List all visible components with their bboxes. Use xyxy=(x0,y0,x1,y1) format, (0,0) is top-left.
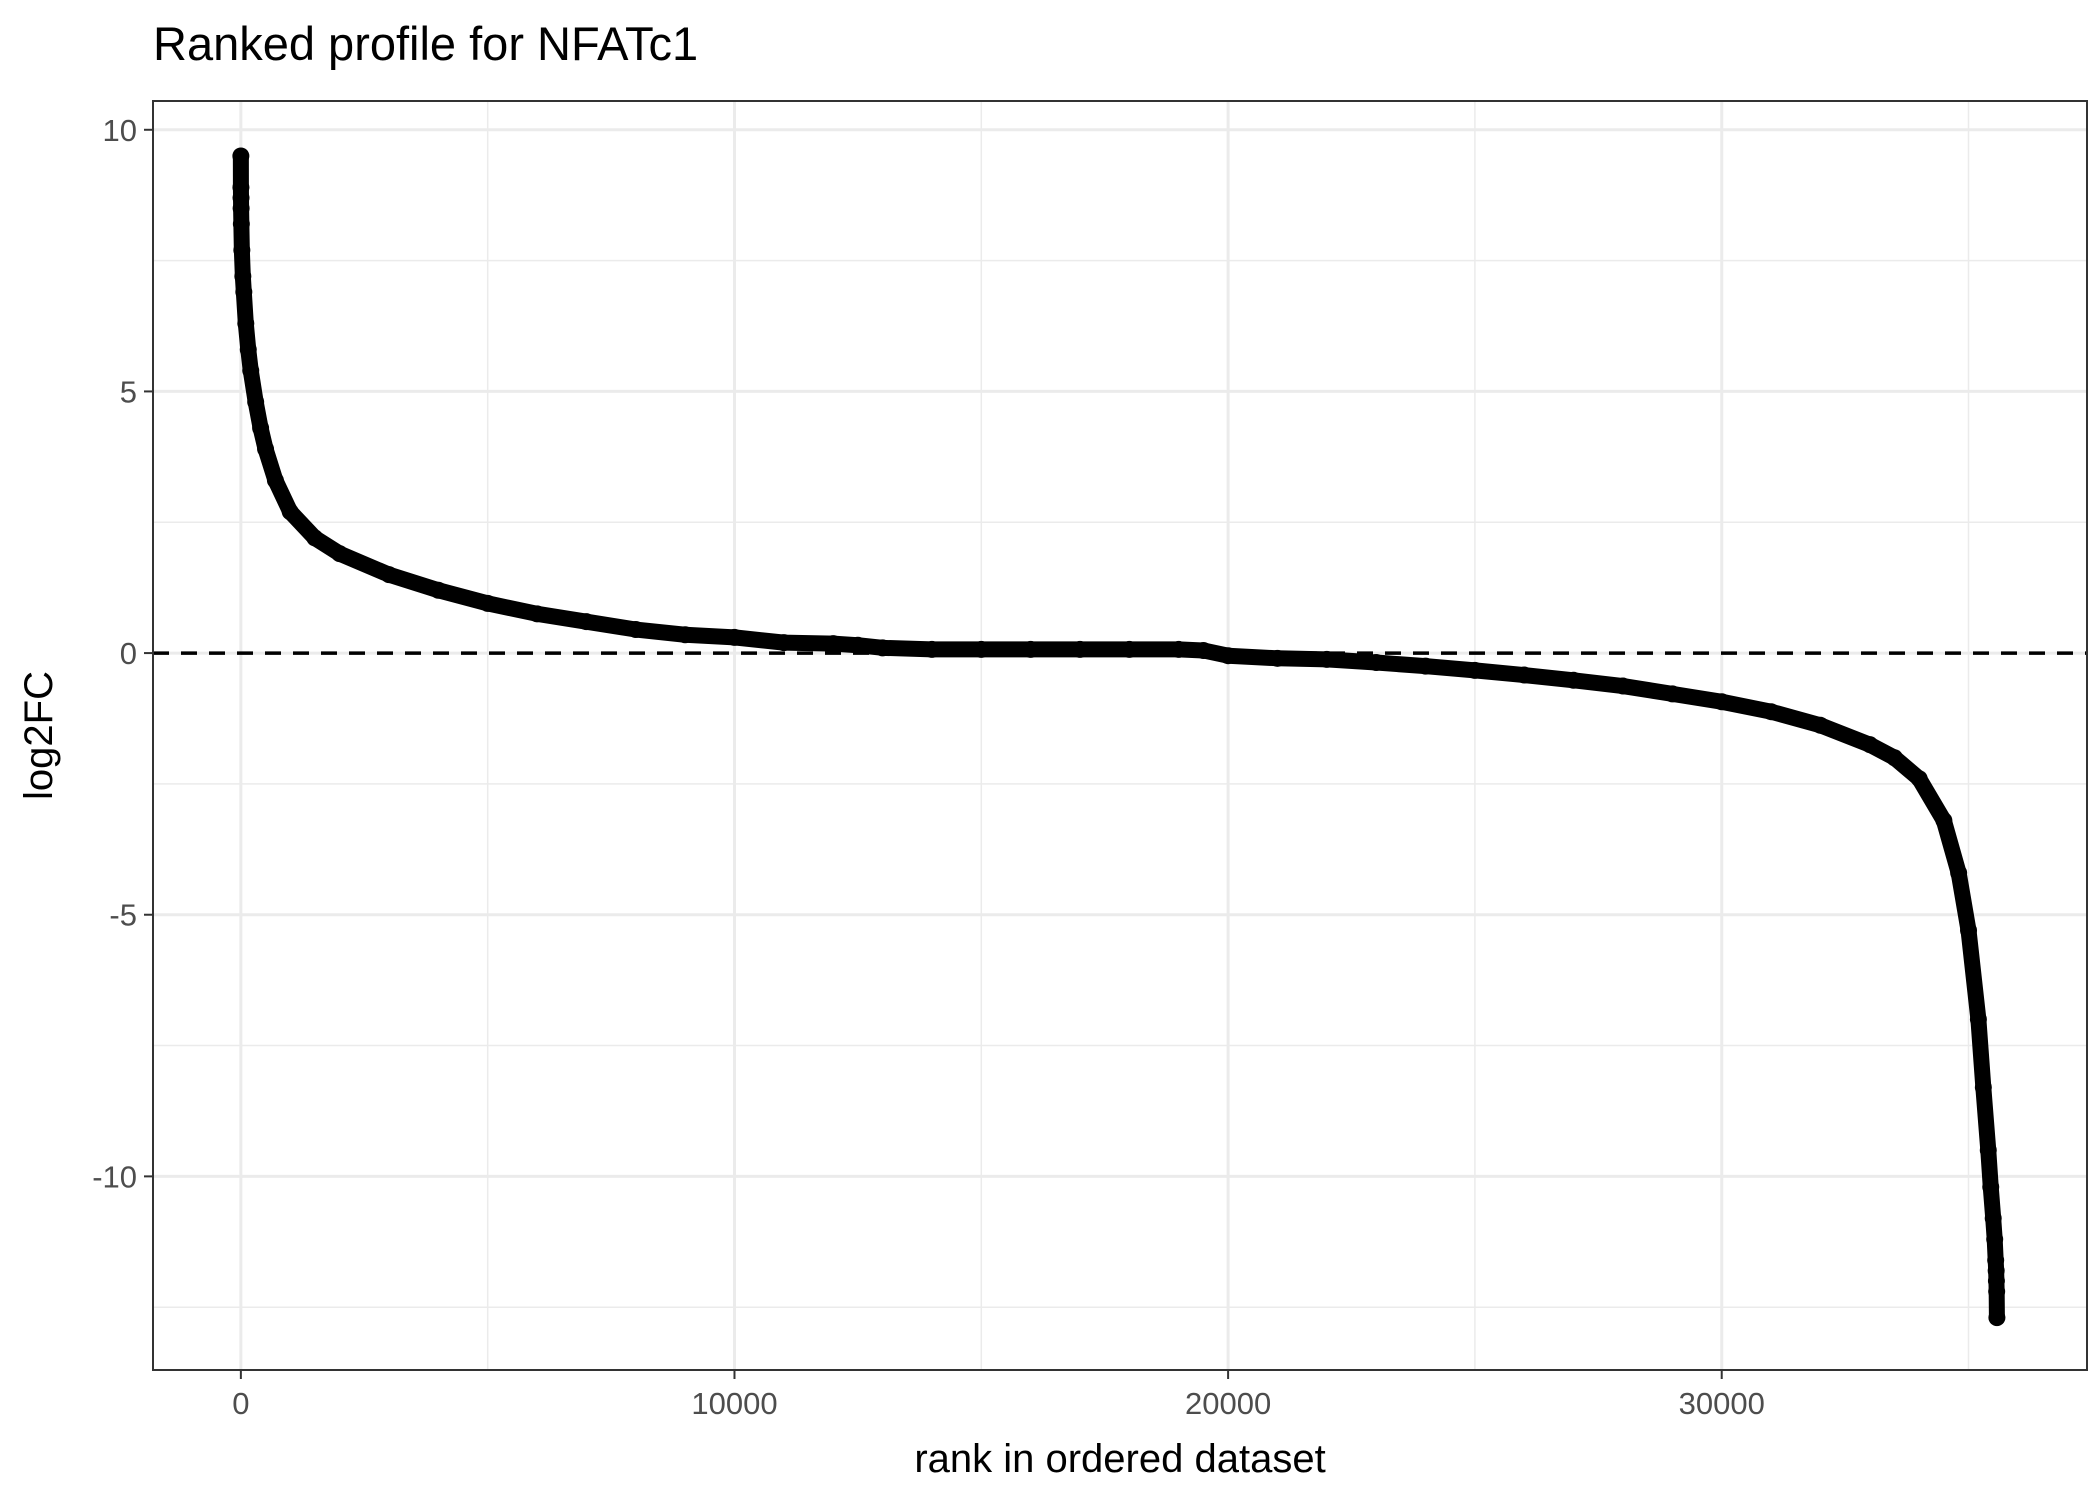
x-tick-label: 30000 xyxy=(1679,1386,1765,1421)
series-band xyxy=(232,147,2005,1326)
data-point xyxy=(257,440,275,458)
axes: 0 10000 20000 30000 10 5 0 -5 -10 xyxy=(92,113,1765,1421)
y-tick-label: -10 xyxy=(92,1159,137,1194)
data-point xyxy=(1367,653,1385,671)
data-point xyxy=(1565,671,1583,689)
data-point xyxy=(242,361,260,379)
y-tick-label: 0 xyxy=(120,636,137,671)
data-point xyxy=(676,626,694,644)
data-point xyxy=(1935,812,1953,830)
y-tick-label: -5 xyxy=(109,898,137,933)
y-tick-label: 10 xyxy=(103,113,137,148)
data-point xyxy=(232,147,250,165)
data-point xyxy=(1861,736,1879,754)
x-tick-label: 0 xyxy=(232,1386,249,1421)
data-point xyxy=(232,215,250,233)
data-point xyxy=(577,613,595,631)
data-point xyxy=(1417,657,1435,675)
data-point xyxy=(1885,749,1903,767)
chart-title: Ranked profile for NFATc1 xyxy=(153,17,698,70)
data-point xyxy=(1988,1283,2006,1301)
data-point xyxy=(232,199,250,217)
data-point xyxy=(972,640,990,658)
data-point xyxy=(429,581,447,599)
y-tick-label: 5 xyxy=(120,374,137,409)
data-point xyxy=(849,636,867,654)
data-point xyxy=(1974,1078,1992,1096)
data-point xyxy=(1268,649,1286,667)
data-point xyxy=(233,241,251,259)
data-point xyxy=(1120,640,1138,658)
data-point xyxy=(528,605,546,623)
data-point xyxy=(331,545,349,563)
series-line xyxy=(239,155,1999,1318)
data-point xyxy=(1219,647,1237,665)
data-point xyxy=(1318,650,1336,668)
data-point xyxy=(252,419,270,437)
data-point xyxy=(1022,640,1040,658)
data-point xyxy=(1811,716,1829,734)
data-point xyxy=(725,628,743,646)
data-point xyxy=(1910,770,1928,788)
data-point xyxy=(1170,640,1188,658)
data-point xyxy=(1988,1309,2006,1327)
x-tick-label: 10000 xyxy=(691,1386,777,1421)
x-tick-label: 20000 xyxy=(1185,1386,1271,1421)
data-point xyxy=(237,314,255,332)
x-axis-title: rank in ordered dataset xyxy=(914,1437,1325,1481)
data-point xyxy=(306,529,324,547)
data-point xyxy=(266,471,284,489)
data-point xyxy=(824,635,842,653)
data-point xyxy=(1762,703,1780,721)
data-point xyxy=(923,640,941,658)
data-point xyxy=(1663,685,1681,703)
data-point xyxy=(1515,666,1533,684)
data-series xyxy=(232,147,2006,1327)
data-point xyxy=(235,283,253,301)
data-point xyxy=(281,503,299,521)
plot-panel-border xyxy=(152,100,2088,1371)
data-point xyxy=(239,341,257,359)
data-point xyxy=(1969,1010,1987,1028)
data-point xyxy=(874,639,892,657)
data-point xyxy=(627,621,645,639)
data-point xyxy=(1982,1178,2000,1196)
data-point xyxy=(1194,641,1212,659)
data-point xyxy=(1979,1141,1997,1159)
data-point xyxy=(775,634,793,652)
data-point xyxy=(1614,677,1632,695)
data-point xyxy=(1950,864,1968,882)
grid-lines xyxy=(153,101,2087,1370)
data-point xyxy=(247,393,265,411)
data-point xyxy=(380,566,398,584)
data-point xyxy=(1960,921,1978,939)
data-point xyxy=(1986,1230,2004,1248)
data-point xyxy=(479,594,497,612)
data-point xyxy=(1984,1209,2002,1227)
data-point xyxy=(234,267,252,285)
data-point xyxy=(1071,640,1089,658)
y-axis-title: log2FC xyxy=(17,671,61,800)
data-point xyxy=(1713,693,1731,711)
data-point xyxy=(1466,661,1484,679)
